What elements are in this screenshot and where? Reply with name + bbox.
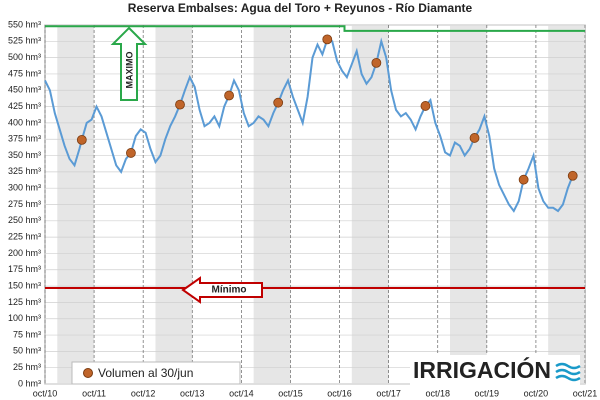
legend-marker (83, 368, 93, 378)
x-tick-label: oct/14 (229, 388, 254, 398)
data-point (420, 101, 431, 111)
chart-title: Reserva Embalses: Agua del Toro + Reyuno… (128, 1, 473, 15)
y-tick-label: 0 hm³ (18, 378, 41, 388)
y-tick-label: 25 hm³ (13, 362, 41, 372)
y-tick-label: 550 hm³ (8, 19, 41, 29)
x-tick-label: oct/10 (33, 388, 58, 398)
y-tick-label: 100 hm³ (8, 313, 41, 323)
x-tick-label: oct/17 (376, 388, 401, 398)
series-line (45, 25, 585, 32)
y-tick-label: 250 hm³ (8, 215, 41, 225)
x-tick-label: oct/16 (327, 388, 352, 398)
x-tick-label: oct/19 (475, 388, 500, 398)
y-tick-label: 50 hm³ (13, 346, 41, 356)
x-tick-label: oct/20 (524, 388, 549, 398)
data-point (224, 90, 234, 101)
x-tick-label: oct/12 (131, 388, 156, 398)
x-tick-label: oct/11 (82, 388, 106, 398)
y-tick-label: 225 hm³ (8, 232, 41, 242)
data-point (567, 170, 578, 181)
logo: IRRIGACIÓN (413, 356, 551, 383)
plot-area: 0 hm³ 25 hm³ 50 hm³ 75 hm³ 100 hm³ 125 hm³ 150… (8, 19, 597, 398)
y-tick-label: 500 hm³ (8, 52, 41, 62)
y-tick-label: 200 hm³ (8, 248, 41, 258)
data-point (273, 97, 284, 108)
x-tick-label: oct/21 (573, 388, 598, 398)
y-tick-label: 325 hm³ (8, 166, 41, 176)
y-tick-label: 125 hm³ (8, 297, 41, 307)
y-tick-label: 400 hm³ (8, 117, 41, 127)
x-tick-label: oct/13 (180, 388, 205, 398)
minimo-arrow (181, 276, 263, 304)
maximo-arrow (110, 26, 148, 101)
y-tick-label: 450 hm³ (8, 85, 41, 95)
logo-box (410, 355, 580, 385)
data-point (175, 99, 185, 110)
data-point (518, 174, 529, 185)
data-point (469, 133, 480, 143)
legend-label: Volumen al 30/jun (98, 366, 193, 380)
y-tick-label: 150 hm³ (8, 280, 41, 290)
x-tick-label: oct/18 (425, 388, 450, 398)
y-tick-label: 425 hm³ (8, 101, 41, 111)
y-tick-label: 375 hm³ (8, 134, 41, 144)
y-tick-label: 475 hm³ (8, 68, 41, 78)
y-tick-label: 350 hm³ (8, 150, 41, 160)
y-tick-label: 75 hm³ (13, 329, 41, 339)
data-point (371, 57, 382, 68)
y-tick-label: 275 hm³ (8, 199, 41, 209)
data-point (322, 34, 333, 45)
minimo-label: Mínimo (212, 285, 247, 296)
y-tick-label: 175 hm³ (8, 264, 41, 274)
data-point (76, 134, 87, 145)
data-point (126, 148, 136, 158)
logo-waves (555, 362, 581, 382)
y-tick-label: 300 hm³ (8, 183, 41, 193)
maximo-label: MAXIMO (124, 52, 134, 89)
legend (71, 361, 241, 385)
x-tick-label: oct/15 (278, 388, 303, 398)
y-tick-label: 525 hm³ (8, 36, 41, 46)
